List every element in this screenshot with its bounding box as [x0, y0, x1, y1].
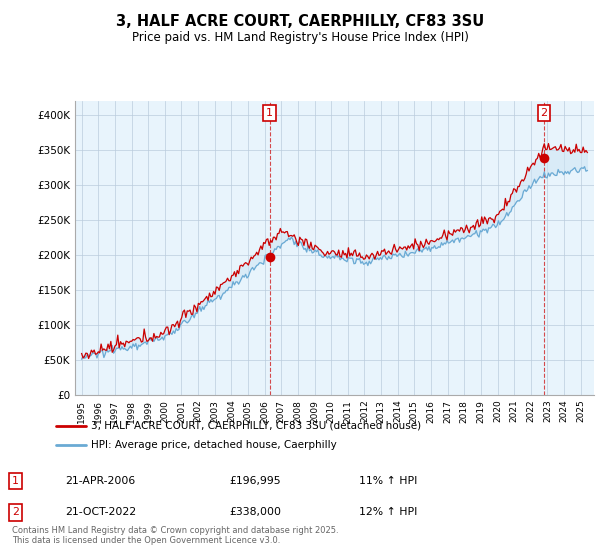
Text: 1: 1: [12, 476, 19, 486]
Text: 2: 2: [12, 507, 19, 517]
Text: 3, HALF ACRE COURT, CAERPHILLY, CF83 3SU: 3, HALF ACRE COURT, CAERPHILLY, CF83 3SU: [116, 14, 484, 29]
Text: £196,995: £196,995: [229, 476, 281, 486]
Text: 11% ↑ HPI: 11% ↑ HPI: [359, 476, 417, 486]
Text: 21-APR-2006: 21-APR-2006: [65, 476, 135, 486]
Text: 21-OCT-2022: 21-OCT-2022: [65, 507, 136, 517]
Text: 12% ↑ HPI: 12% ↑ HPI: [359, 507, 417, 517]
Text: £338,000: £338,000: [229, 507, 281, 517]
Text: Contains HM Land Registry data © Crown copyright and database right 2025.
This d: Contains HM Land Registry data © Crown c…: [12, 526, 338, 545]
Text: 2: 2: [541, 108, 548, 118]
Text: Price paid vs. HM Land Registry's House Price Index (HPI): Price paid vs. HM Land Registry's House …: [131, 31, 469, 44]
Text: 1: 1: [266, 108, 273, 118]
Text: 3, HALF ACRE COURT, CAERPHILLY, CF83 3SU (detached house): 3, HALF ACRE COURT, CAERPHILLY, CF83 3SU…: [91, 421, 421, 431]
Text: HPI: Average price, detached house, Caerphilly: HPI: Average price, detached house, Caer…: [91, 440, 337, 450]
